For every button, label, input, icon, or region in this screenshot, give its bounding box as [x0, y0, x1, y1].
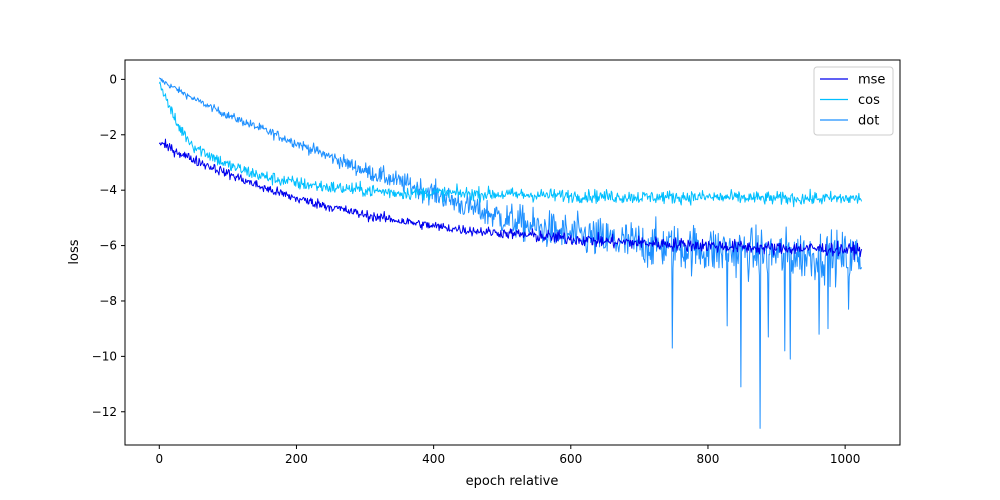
x-tick-label: 1000	[830, 452, 861, 466]
x-tick-label: 800	[697, 452, 720, 466]
x-axis: 0 200 400 600 800 1000	[155, 445, 860, 466]
legend-label-mse: mse	[858, 73, 885, 88]
series-line-mse	[158, 138, 863, 261]
legend-label-cos: cos	[858, 93, 880, 108]
y-tick-label: −4	[99, 183, 117, 197]
y-tick-label: −6	[99, 239, 117, 253]
y-tick-label: −12	[92, 405, 117, 419]
y-tick-label: 0	[109, 72, 117, 86]
y-tick-label: −2	[99, 128, 117, 142]
plot-area-frame	[124, 59, 901, 446]
x-tick-label: 600	[559, 452, 582, 466]
x-axis-title: epoch relative	[466, 474, 559, 489]
y-tick-label: −8	[99, 294, 117, 308]
x-tick-label: 400	[422, 452, 445, 466]
series-layer	[158, 77, 863, 429]
legend-label-dot: dot	[858, 114, 879, 129]
legend: mse cos dot	[813, 66, 894, 136]
legend-box	[813, 66, 894, 136]
x-tick-label: 200	[285, 452, 308, 466]
y-axis-title: loss	[67, 239, 82, 264]
series-line-dot	[158, 77, 863, 429]
y-axis: 0 −2 −4 −6 −8 −10 −12	[92, 72, 125, 419]
x-tick-label: 0	[155, 452, 163, 466]
series-line-cos	[158, 81, 863, 208]
y-tick-label: −10	[92, 349, 117, 363]
